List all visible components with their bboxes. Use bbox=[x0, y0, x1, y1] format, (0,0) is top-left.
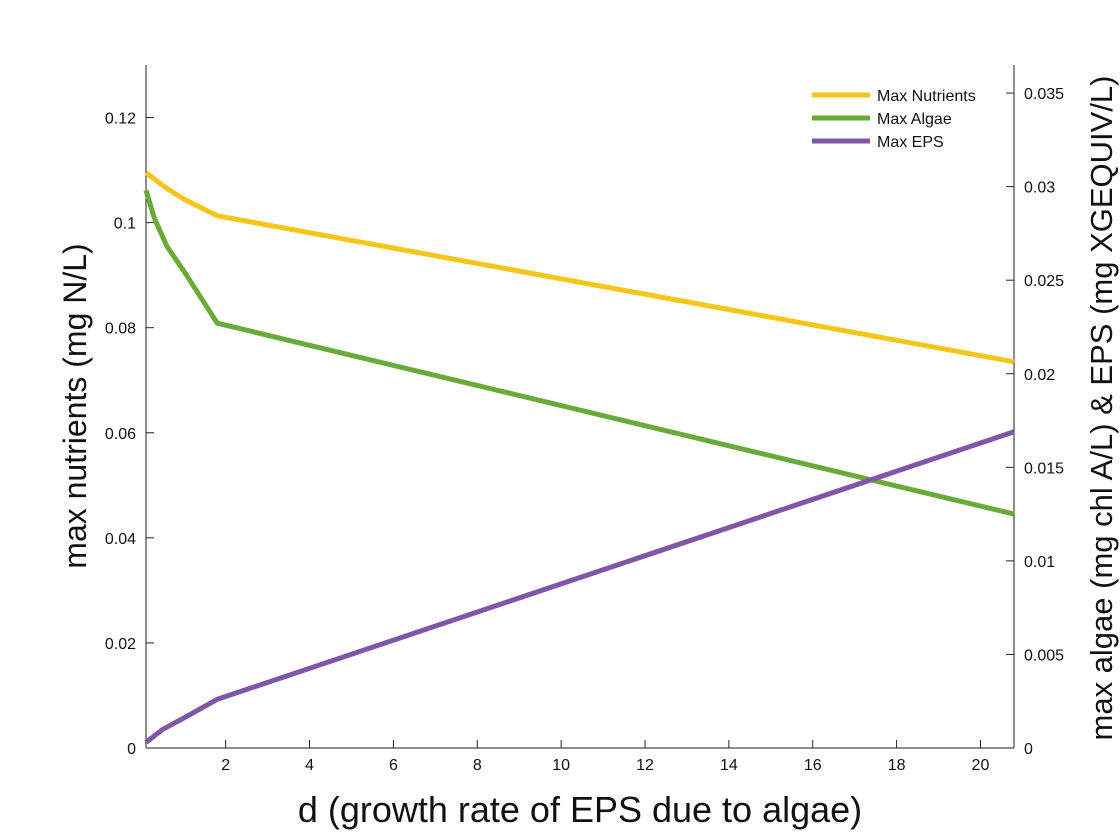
x-tick-label: 12 bbox=[636, 757, 654, 774]
x-tick-group: 2 4 6 8 10 12 14 16 18 20 bbox=[221, 740, 989, 774]
left-y-tick-label: 0 bbox=[127, 741, 136, 758]
left-y-tick-label: 0.02 bbox=[105, 636, 136, 653]
series-line-max-nutrients bbox=[144, 170, 1015, 365]
right-y-axis-label: max algae (mg chl A/L) & EPS (mg XGEQUIV… bbox=[1084, 75, 1119, 740]
left-y-tick-label: 0.1 bbox=[114, 216, 136, 233]
right-y-tick-label: 0.03 bbox=[1024, 180, 1055, 197]
left-y-tick-label: 0.12 bbox=[105, 111, 136, 128]
right-y-tick-group: 0 0.005 0.01 0.015 0.02 0.025 0.03 0.035 bbox=[1006, 86, 1064, 758]
right-y-tick-label: 0.025 bbox=[1024, 273, 1064, 290]
x-tick-label: 8 bbox=[473, 757, 482, 774]
x-tick-label: 14 bbox=[720, 757, 738, 774]
left-y-tick-label: 0.06 bbox=[105, 426, 136, 443]
right-y-tick-label: 0 bbox=[1024, 741, 1033, 758]
legend-label-max-eps: Max EPS bbox=[877, 134, 944, 151]
left-y-tick-label: 0.04 bbox=[105, 531, 136, 548]
series-lines bbox=[143, 170, 1015, 745]
series-line-max-eps bbox=[144, 429, 1015, 745]
left-y-tick-group: 0 0.02 0.04 0.06 0.08 0.1 0.12 bbox=[105, 111, 154, 758]
x-tick-label: 16 bbox=[804, 757, 822, 774]
x-tick-label: 10 bbox=[552, 757, 570, 774]
x-axis-label: d (growth rate of EPS due to algae) bbox=[298, 789, 862, 830]
right-y-tick-label: 0.005 bbox=[1024, 647, 1064, 664]
legend-label-max-algae: Max Algae bbox=[877, 111, 952, 128]
legend-label-max-nutrients: Max Nutrients bbox=[877, 88, 976, 105]
x-tick-label: 6 bbox=[389, 757, 398, 774]
right-y-tick-label: 0.01 bbox=[1024, 554, 1055, 571]
plot-frame bbox=[145, 65, 1015, 749]
x-tick-label: 2 bbox=[221, 757, 230, 774]
series-line-max-algae bbox=[143, 189, 1015, 517]
right-y-tick-label: 0.015 bbox=[1024, 460, 1064, 477]
right-y-tick-label: 0.02 bbox=[1024, 367, 1055, 384]
right-y-tick-label: 0.035 bbox=[1024, 86, 1064, 103]
left-y-axis-label: max nutrients (mg N/L) bbox=[57, 243, 93, 568]
x-tick-label: 18 bbox=[888, 757, 906, 774]
x-tick-label: 20 bbox=[972, 757, 990, 774]
legend: Max Nutrients Max Algae Max EPS bbox=[812, 88, 976, 151]
x-tick-label: 4 bbox=[305, 757, 314, 774]
left-y-tick-label: 0.08 bbox=[105, 321, 136, 338]
